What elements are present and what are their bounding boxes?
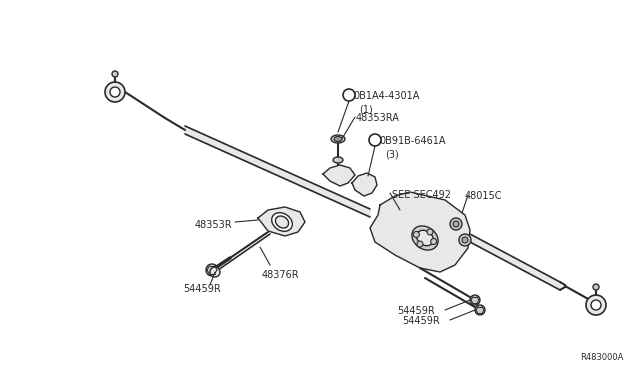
Ellipse shape [275, 216, 289, 228]
Circle shape [112, 71, 118, 77]
Text: (1): (1) [359, 104, 372, 114]
Polygon shape [323, 165, 355, 186]
Text: 48353RA: 48353RA [356, 113, 400, 123]
Text: R483000A: R483000A [580, 353, 623, 362]
Circle shape [427, 229, 433, 235]
Polygon shape [470, 234, 560, 290]
Circle shape [413, 231, 419, 237]
Circle shape [593, 284, 599, 290]
Circle shape [453, 221, 459, 227]
Ellipse shape [412, 226, 438, 250]
Text: 48015C: 48015C [465, 191, 502, 201]
Circle shape [105, 82, 125, 102]
Ellipse shape [271, 213, 292, 231]
Polygon shape [370, 192, 470, 272]
Ellipse shape [417, 230, 433, 246]
Circle shape [470, 295, 480, 305]
Circle shape [369, 134, 381, 146]
Text: 0B91B-6461A: 0B91B-6461A [379, 136, 445, 146]
Circle shape [210, 267, 220, 277]
Text: 0B1A4-4301A: 0B1A4-4301A [353, 91, 419, 101]
Ellipse shape [331, 135, 345, 143]
Circle shape [459, 234, 471, 246]
Polygon shape [185, 126, 370, 217]
Ellipse shape [333, 157, 343, 163]
Polygon shape [352, 173, 377, 196]
Circle shape [206, 264, 218, 276]
Ellipse shape [334, 137, 342, 141]
Circle shape [586, 295, 606, 315]
Text: N: N [372, 138, 378, 142]
Circle shape [343, 89, 355, 101]
Circle shape [450, 218, 462, 230]
Text: (3): (3) [385, 149, 399, 159]
Text: 54459R: 54459R [397, 306, 435, 316]
Text: 54459R: 54459R [183, 284, 221, 294]
Text: 48353R: 48353R [195, 220, 232, 230]
Circle shape [417, 241, 423, 247]
Circle shape [475, 305, 485, 315]
Circle shape [110, 87, 120, 97]
Circle shape [462, 237, 468, 243]
Circle shape [431, 238, 436, 244]
Text: 48376R: 48376R [262, 270, 300, 280]
Text: 54459R: 54459R [402, 316, 440, 326]
Text: B: B [347, 92, 351, 98]
Circle shape [591, 300, 601, 310]
Polygon shape [258, 207, 305, 236]
Text: SEE SEC492: SEE SEC492 [392, 190, 451, 200]
